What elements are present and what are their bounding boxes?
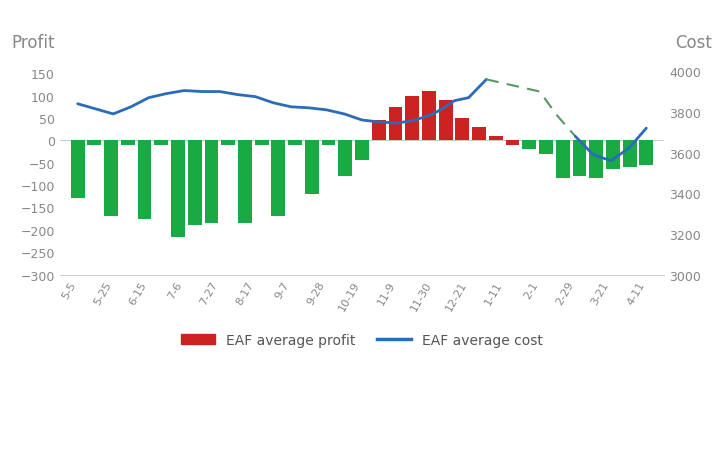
Bar xyxy=(238,141,252,224)
Bar xyxy=(154,141,168,146)
Bar xyxy=(489,137,502,141)
Bar xyxy=(389,107,403,141)
Bar xyxy=(171,141,185,237)
Bar xyxy=(222,141,235,146)
Bar xyxy=(405,97,419,141)
Bar xyxy=(539,141,553,154)
Bar xyxy=(338,141,352,177)
Bar xyxy=(573,141,586,177)
Bar xyxy=(305,141,319,194)
Bar xyxy=(455,119,469,141)
Bar xyxy=(606,141,620,170)
Bar xyxy=(188,141,202,226)
Text: Cost: Cost xyxy=(675,34,712,52)
Bar xyxy=(71,141,85,199)
Bar xyxy=(522,141,536,150)
Bar xyxy=(104,141,118,217)
Bar xyxy=(556,141,570,179)
Bar xyxy=(138,141,151,219)
Bar xyxy=(589,141,603,179)
Bar xyxy=(422,92,436,141)
Bar xyxy=(205,141,219,224)
Bar xyxy=(88,141,101,146)
Bar xyxy=(321,141,335,146)
Bar xyxy=(623,141,636,168)
Bar xyxy=(121,141,135,146)
Bar xyxy=(255,141,269,146)
Legend: EAF average profit, EAF average cost: EAF average profit, EAF average cost xyxy=(175,328,549,353)
Bar xyxy=(505,141,519,146)
Bar xyxy=(272,141,285,217)
Bar xyxy=(372,121,386,141)
Bar xyxy=(639,141,653,166)
Bar xyxy=(288,141,302,146)
Bar xyxy=(355,141,369,161)
Text: Profit: Profit xyxy=(12,34,55,52)
Bar xyxy=(439,101,452,141)
Bar xyxy=(472,128,486,141)
